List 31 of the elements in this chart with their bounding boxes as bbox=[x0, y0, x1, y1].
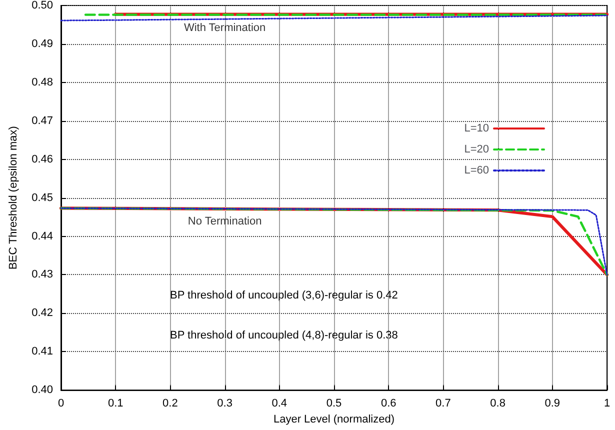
y-tick-label: 0.42 bbox=[32, 307, 53, 320]
x-tick-label: 0.1 bbox=[108, 398, 124, 410]
y-tick-label: 0.44 bbox=[32, 230, 53, 242]
legend-label: L=10 bbox=[464, 122, 489, 134]
y-tick-label: 0.48 bbox=[32, 76, 53, 88]
x-tick-label: 1 bbox=[604, 398, 610, 410]
x-tick-label: 0.3 bbox=[217, 398, 232, 410]
x-tick-label: 0 bbox=[58, 398, 64, 410]
y-tick-label: 0.40 bbox=[32, 384, 53, 396]
x-tick-label: 0.2 bbox=[162, 398, 178, 410]
x-tick-label: 0.8 bbox=[490, 398, 506, 410]
y-tick-label: 0.47 bbox=[32, 114, 53, 127]
annotation: BP threshold of uncoupled (4,8)-regular is 0.38 bbox=[170, 330, 398, 342]
y-tick-label: 0.46 bbox=[32, 153, 53, 166]
x-tick-label: 0.5 bbox=[326, 398, 342, 410]
legend-label: L=20 bbox=[464, 144, 489, 156]
x-tick-label: 0.7 bbox=[436, 398, 451, 410]
x-tick-label: 0.9 bbox=[544, 398, 560, 410]
annotation: No Termination bbox=[188, 216, 262, 228]
y-tick-label: 0.49 bbox=[32, 38, 53, 50]
annotation: BP threshold of uncoupled (3,6)-regular is 0.42 bbox=[170, 290, 398, 302]
x-axis-title: Layer Level (normalized) bbox=[273, 414, 395, 426]
y-tick-label: 0.45 bbox=[32, 192, 53, 204]
y-tick-label: 0.50 bbox=[32, 0, 53, 12]
y-tick-label: 0.41 bbox=[32, 346, 53, 358]
annotation: With Termination bbox=[184, 22, 266, 34]
y-tick-label: 0.43 bbox=[32, 268, 53, 281]
x-tick-label: 0.6 bbox=[380, 398, 396, 410]
x-tick-label: 0.4 bbox=[272, 398, 288, 410]
legend-label: L=60 bbox=[464, 164, 489, 176]
y-axis-title: BEC Threshold (epsilon max) bbox=[8, 126, 20, 270]
